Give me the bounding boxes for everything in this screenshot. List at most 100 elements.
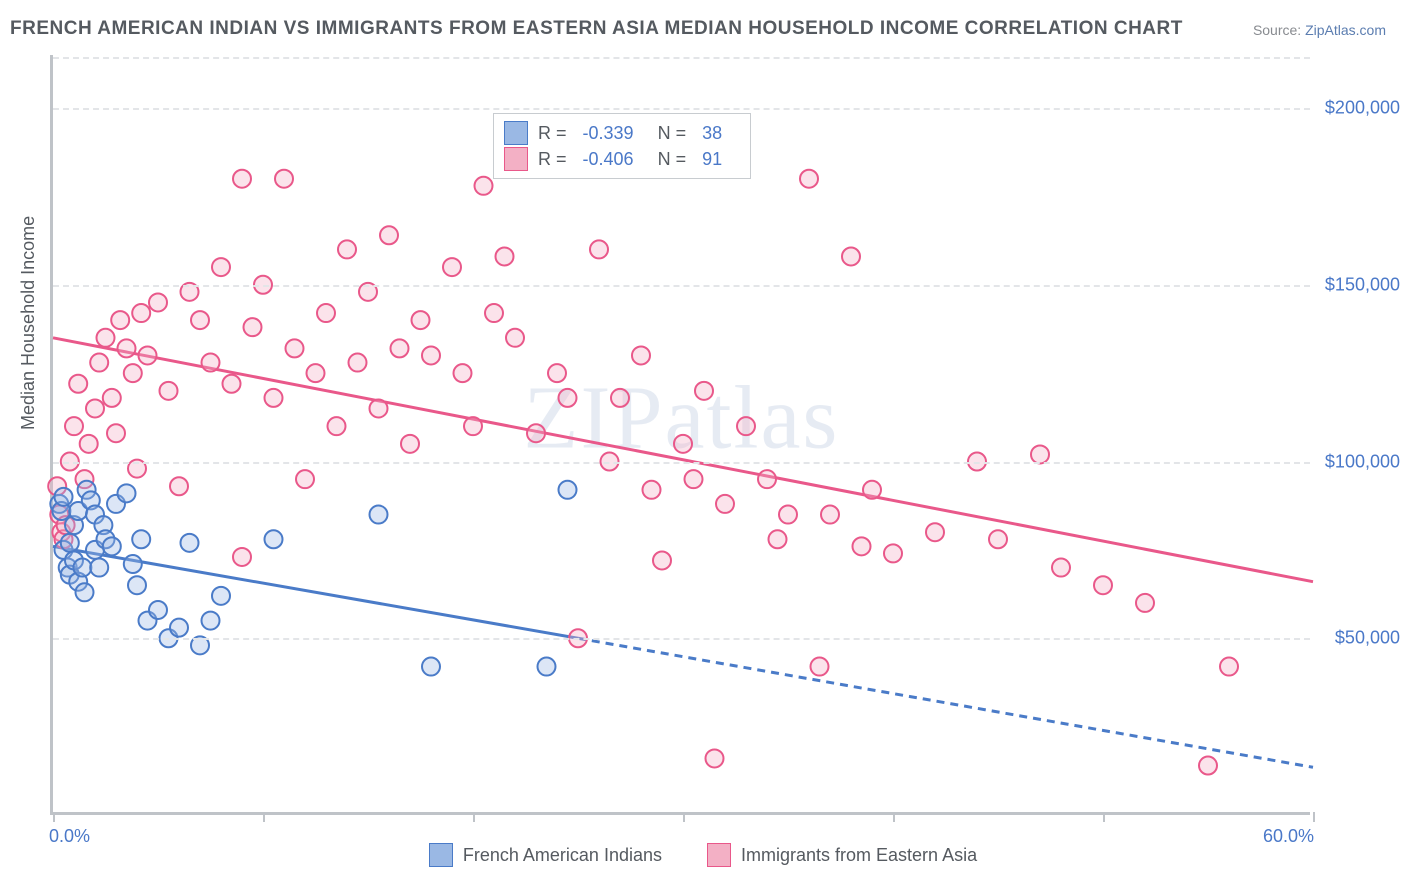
- data-point: [653, 551, 671, 569]
- data-point: [674, 435, 692, 453]
- chart-title: FRENCH AMERICAN INDIAN VS IMMIGRANTS FRO…: [10, 18, 1183, 40]
- data-point: [863, 481, 881, 499]
- data-point: [884, 544, 902, 562]
- y-tick-label: $100,000: [1325, 451, 1400, 472]
- data-point: [401, 435, 419, 453]
- correlation-legend: R = -0.339 N = 38 R = -0.406 N = 91: [493, 113, 751, 179]
- data-point: [590, 240, 608, 258]
- y-tick-label: $150,000: [1325, 274, 1400, 295]
- pink-series-name: Immigrants from Eastern Asia: [741, 845, 977, 866]
- gridline: [53, 108, 1310, 110]
- data-point: [443, 258, 461, 276]
- data-point: [926, 523, 944, 541]
- x-tick: [263, 812, 265, 822]
- data-point: [811, 658, 829, 676]
- pink-r: -0.406: [583, 146, 634, 172]
- legend-swatch-blue-2: [429, 843, 453, 867]
- y-tick-label: $200,000: [1325, 98, 1400, 119]
- data-point: [286, 339, 304, 357]
- data-point: [527, 424, 545, 442]
- source-link[interactable]: ZipAtlas.com: [1305, 22, 1386, 38]
- trendline: [53, 338, 1313, 582]
- data-point: [128, 576, 146, 594]
- data-point: [170, 619, 188, 637]
- data-point: [853, 537, 871, 555]
- blue-series-name: French American Indians: [463, 845, 662, 866]
- data-point: [989, 530, 1007, 548]
- chart-container: FRENCH AMERICAN INDIAN VS IMMIGRANTS FRO…: [0, 0, 1406, 892]
- data-point: [370, 399, 388, 417]
- data-point: [170, 477, 188, 495]
- data-point: [181, 534, 199, 552]
- blue-r: -0.339: [583, 120, 634, 146]
- data-point: [779, 506, 797, 524]
- data-point: [485, 304, 503, 322]
- data-point: [107, 424, 125, 442]
- data-point: [202, 354, 220, 372]
- data-point: [559, 389, 577, 407]
- data-point: [69, 375, 87, 393]
- data-point: [103, 537, 121, 555]
- data-point: [349, 354, 367, 372]
- data-point: [496, 247, 514, 265]
- data-point: [559, 481, 577, 499]
- pink-n: 91: [702, 146, 722, 172]
- data-point: [380, 226, 398, 244]
- data-point: [538, 658, 556, 676]
- gridline: [53, 638, 1310, 640]
- data-point: [338, 240, 356, 258]
- data-point: [118, 484, 136, 502]
- legend-item-blue: French American Indians: [429, 843, 662, 867]
- data-point: [65, 417, 83, 435]
- x-tick: [683, 812, 685, 822]
- data-point: [475, 177, 493, 195]
- y-axis-label: Median Household Income: [18, 216, 39, 430]
- data-point: [124, 364, 142, 382]
- data-point: [800, 170, 818, 188]
- data-point: [139, 346, 157, 364]
- data-point: [212, 258, 230, 276]
- r-label-2: R =: [538, 146, 567, 172]
- source: Source: ZipAtlas.com: [1253, 22, 1386, 38]
- n-label: N =: [658, 120, 687, 146]
- data-point: [149, 293, 167, 311]
- data-point: [244, 318, 262, 336]
- blue-n: 38: [702, 120, 722, 146]
- r-label: R =: [538, 120, 567, 146]
- data-point: [685, 470, 703, 488]
- data-point: [422, 346, 440, 364]
- data-point: [233, 170, 251, 188]
- data-point: [695, 382, 713, 400]
- series-legend: French American Indians Immigrants from …: [0, 843, 1406, 872]
- x-tick: [1103, 812, 1105, 822]
- data-point: [370, 506, 388, 524]
- legend-swatch-pink: [504, 147, 528, 171]
- data-point: [55, 488, 73, 506]
- data-point: [265, 389, 283, 407]
- data-point: [61, 534, 79, 552]
- data-point: [296, 470, 314, 488]
- data-point: [80, 435, 98, 453]
- data-point: [1136, 594, 1154, 612]
- data-point: [73, 559, 91, 577]
- data-point: [632, 346, 650, 364]
- data-point: [76, 583, 94, 601]
- data-point: [307, 364, 325, 382]
- y-tick-label: $50,000: [1335, 628, 1400, 649]
- data-point: [769, 530, 787, 548]
- data-point: [202, 612, 220, 630]
- data-point: [265, 530, 283, 548]
- data-point: [821, 506, 839, 524]
- legend-row-blue: R = -0.339 N = 38: [504, 120, 736, 146]
- data-point: [111, 311, 129, 329]
- data-point: [328, 417, 346, 435]
- data-point: [758, 470, 776, 488]
- data-point: [86, 399, 104, 417]
- data-point: [233, 548, 251, 566]
- data-point: [223, 375, 241, 393]
- data-point: [716, 495, 734, 513]
- data-point: [391, 339, 409, 357]
- x-tick: [893, 812, 895, 822]
- data-point: [160, 382, 178, 400]
- data-point: [506, 329, 524, 347]
